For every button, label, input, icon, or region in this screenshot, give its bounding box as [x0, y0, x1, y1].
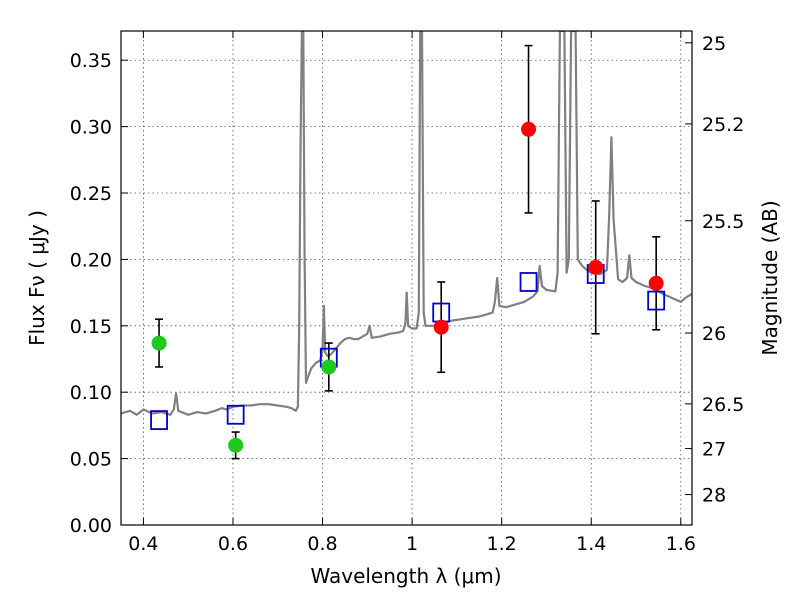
- model-photometry-box: [519, 272, 538, 292]
- nir-data-point: [433, 319, 449, 335]
- model-photometry-box: [150, 410, 168, 430]
- magnitude-tick-label: 25.5: [702, 211, 744, 233]
- y-tick-label: 0.20: [70, 249, 112, 271]
- x-axis-label: Wavelength λ (μm): [310, 564, 501, 588]
- x-tick-label: 0.4: [128, 533, 158, 555]
- y2-axis-label: Magnitude (AB): [758, 200, 782, 355]
- nir-data-point: [648, 275, 664, 291]
- optical-data-point: [151, 335, 167, 351]
- axis-ticks: 0.4 0.6 0.8 1 1.2 1.4 1.6 0.00 0.05 0.10 0.15 0.20 0…: [70, 31, 744, 555]
- x-tick-label: 1: [406, 533, 418, 555]
- observed-photometry-markers: [151, 121, 664, 453]
- y-tick-label: 0.05: [70, 449, 112, 471]
- plot-area: [121, 31, 692, 525]
- y-tick-label: 0.25: [70, 183, 112, 205]
- y-tick-label: 0.30: [70, 117, 112, 139]
- nir-data-point: [588, 259, 604, 275]
- x-tick-label: 1.4: [576, 533, 606, 555]
- y-tick-label: 0.10: [70, 382, 112, 404]
- plot-frame: [120, 30, 693, 526]
- magnitude-tick-label: 25.2: [702, 114, 744, 136]
- optical-data-point: [228, 437, 244, 453]
- magnitude-tick-label: 27: [702, 439, 726, 461]
- x-tick-label: 0.8: [307, 533, 337, 555]
- x-tick-label: 1.2: [487, 533, 517, 555]
- y-tick-label: 0.35: [70, 50, 112, 72]
- magnitude-tick-label: 25: [702, 33, 726, 55]
- y-axis-label: Flux Fν ( μJy ): [25, 210, 49, 346]
- y-tick-label: 0.00: [70, 515, 112, 537]
- magnitude-tick-label: 28: [702, 485, 726, 507]
- y-tick-label: 0.15: [70, 316, 112, 338]
- optical-data-point: [321, 359, 337, 375]
- x-tick-label: 1.6: [666, 533, 696, 555]
- model-photometry-box: [647, 290, 666, 311]
- nir-data-point: [521, 121, 537, 137]
- model-photometry-box: [226, 404, 245, 425]
- x-tick-label: 0.6: [218, 533, 248, 555]
- magnitude-tick-label: 26: [702, 323, 726, 345]
- magnitude-tick-label: 26.5: [702, 394, 744, 416]
